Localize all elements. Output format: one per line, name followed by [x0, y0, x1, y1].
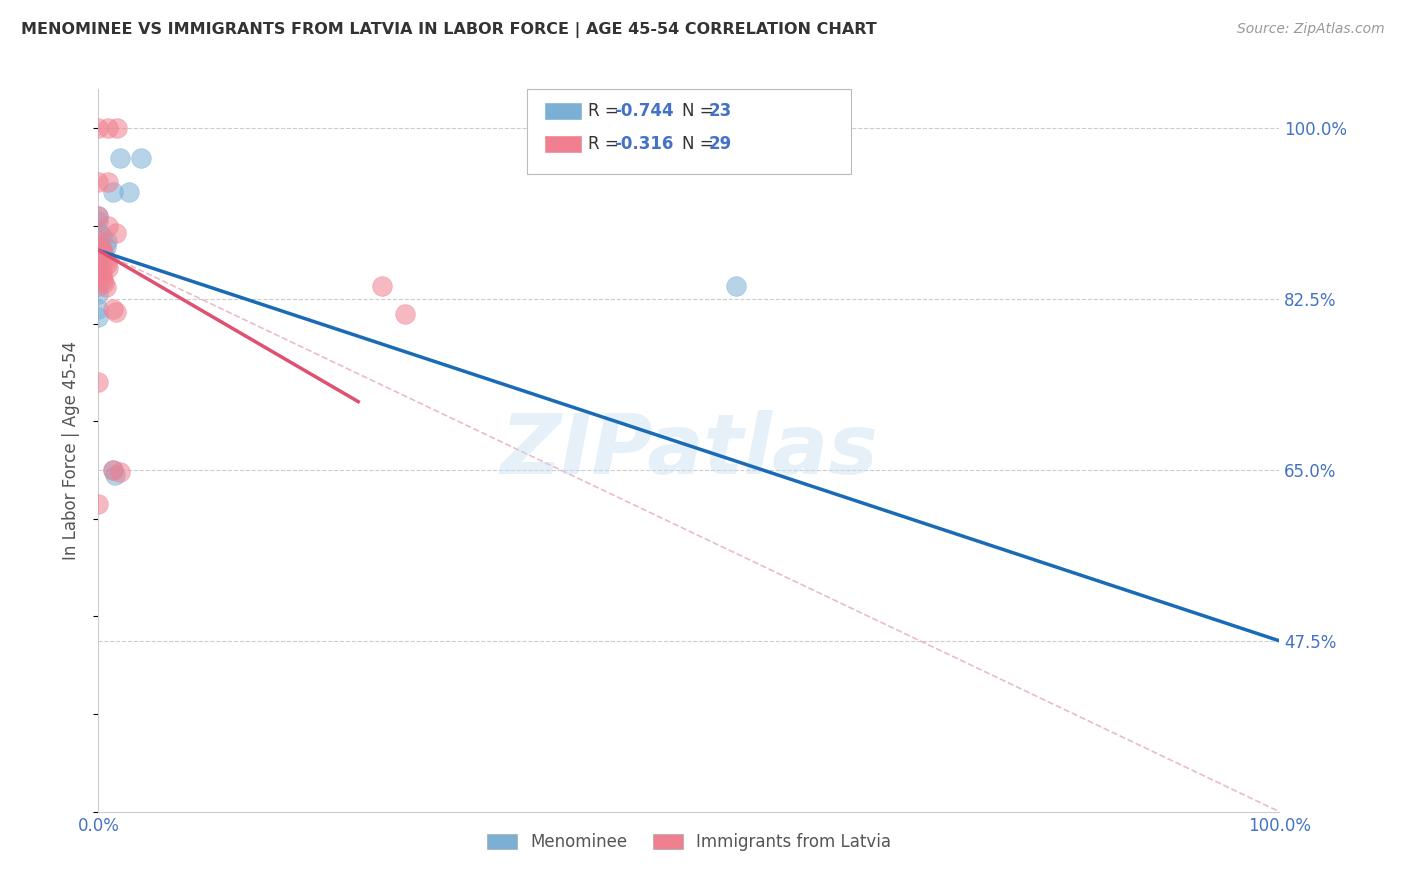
Text: 29: 29	[709, 135, 733, 153]
Point	[87, 301, 110, 316]
Point	[118, 185, 141, 199]
Point	[87, 224, 110, 238]
Point	[87, 497, 110, 511]
Point	[129, 151, 152, 165]
Point	[87, 287, 110, 301]
Point	[96, 257, 118, 271]
Point	[101, 301, 124, 316]
Text: Source: ZipAtlas.com: Source: ZipAtlas.com	[1237, 22, 1385, 37]
Point	[87, 209, 110, 223]
Point	[101, 185, 124, 199]
Text: MENOMINEE VS IMMIGRANTS FROM LATVIA IN LABOR FORCE | AGE 45-54 CORRELATION CHART: MENOMINEE VS IMMIGRANTS FROM LATVIA IN L…	[21, 22, 877, 38]
Point	[91, 265, 114, 279]
Point	[87, 209, 110, 223]
Text: N =: N =	[682, 102, 718, 120]
Text: -0.744: -0.744	[614, 102, 673, 120]
Point	[91, 245, 114, 260]
Point	[87, 175, 110, 189]
Text: N =: N =	[682, 135, 718, 153]
Point	[94, 253, 117, 268]
Point	[105, 226, 128, 240]
Point	[97, 260, 120, 275]
Point	[94, 240, 117, 254]
Text: R =: R =	[588, 135, 624, 153]
Point	[96, 234, 118, 248]
Point	[93, 249, 115, 263]
Point	[725, 279, 748, 293]
Point	[108, 465, 131, 479]
Point	[94, 280, 117, 294]
Point	[87, 250, 110, 264]
Point	[91, 228, 114, 243]
Point	[108, 151, 131, 165]
Point	[87, 258, 110, 272]
Point	[91, 272, 114, 286]
Point	[394, 307, 416, 321]
Point	[91, 268, 114, 283]
Point	[87, 375, 110, 389]
Point	[87, 214, 110, 228]
Point	[101, 463, 124, 477]
Point	[87, 246, 110, 260]
Legend: Menominee, Immigrants from Latvia: Menominee, Immigrants from Latvia	[481, 826, 897, 857]
Point	[91, 241, 114, 255]
Point	[105, 305, 128, 319]
Point	[87, 310, 110, 324]
Point	[87, 266, 110, 280]
Text: ZIPatlas: ZIPatlas	[501, 410, 877, 491]
Point	[87, 121, 110, 136]
Point	[104, 467, 127, 482]
Point	[87, 279, 110, 293]
Point	[93, 277, 115, 291]
Point	[97, 175, 120, 189]
Point	[105, 121, 128, 136]
Y-axis label: In Labor Force | Age 45-54: In Labor Force | Age 45-54	[62, 341, 80, 560]
Point	[87, 237, 110, 252]
Point	[87, 261, 110, 276]
Point	[97, 121, 120, 136]
Point	[101, 463, 124, 477]
Point	[371, 279, 394, 293]
Text: R =: R =	[588, 102, 624, 120]
Point	[91, 244, 114, 258]
Text: 23: 23	[709, 102, 733, 120]
Point	[87, 254, 110, 268]
Point	[87, 233, 110, 247]
Point	[97, 219, 120, 233]
Text: -0.316: -0.316	[614, 135, 673, 153]
